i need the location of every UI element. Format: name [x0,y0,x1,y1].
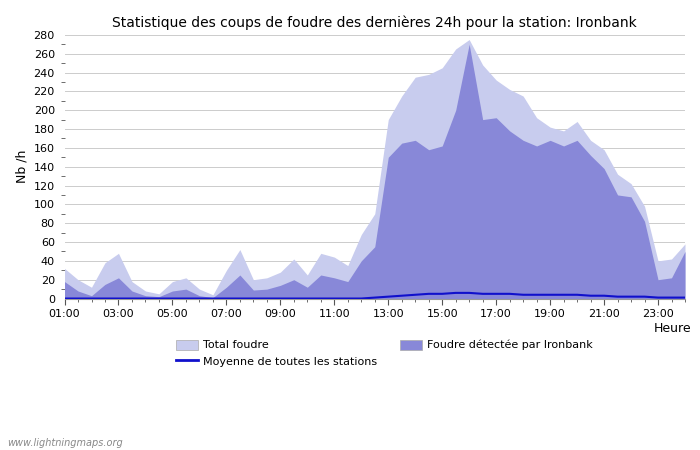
Title: Statistique des coups de foudre des dernières 24h pour la station: Ironbank: Statistique des coups de foudre des dern… [113,15,637,30]
X-axis label: Heure: Heure [654,322,691,335]
Text: www.lightningmaps.org: www.lightningmaps.org [7,438,122,448]
Legend: Total foudre, Moyenne de toutes les stations, Foudre détectée par Ironbank: Total foudre, Moyenne de toutes les stat… [176,340,593,367]
Y-axis label: Nb /h: Nb /h [15,150,28,183]
